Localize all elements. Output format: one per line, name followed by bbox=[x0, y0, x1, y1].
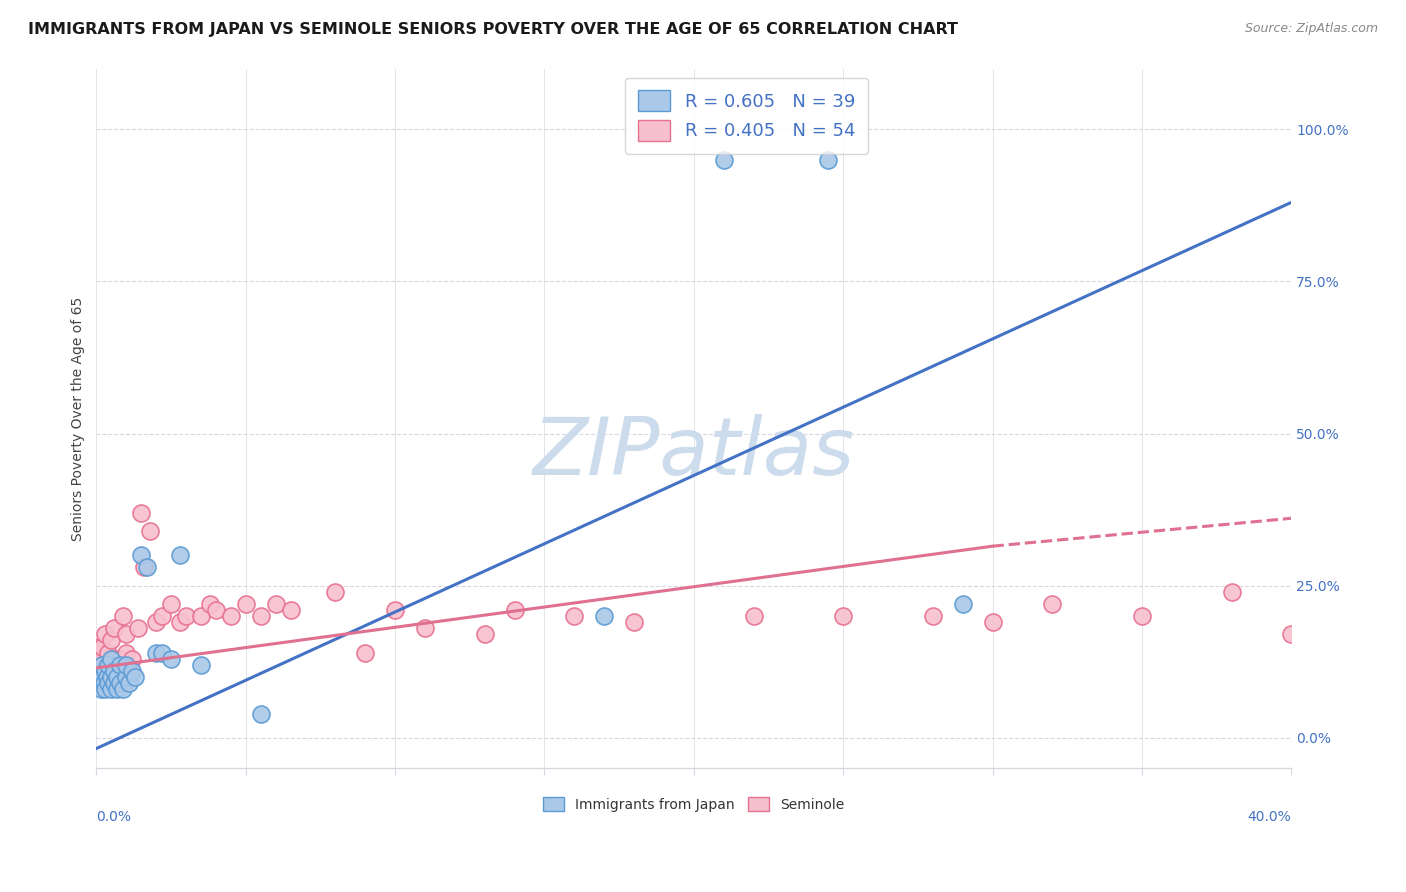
Point bbox=[1220, 584, 1243, 599]
Point bbox=[160, 597, 183, 611]
Point bbox=[115, 670, 138, 684]
Point bbox=[129, 506, 152, 520]
Text: 40.0%: 40.0% bbox=[1247, 810, 1291, 824]
Point bbox=[139, 524, 162, 538]
Point bbox=[325, 584, 347, 599]
Point bbox=[145, 615, 167, 630]
Point bbox=[112, 609, 135, 624]
Text: ZIPatlas: ZIPatlas bbox=[533, 415, 855, 492]
Point bbox=[121, 652, 143, 666]
Point bbox=[87, 676, 110, 690]
Point bbox=[174, 609, 197, 624]
Point bbox=[160, 652, 183, 666]
Point bbox=[190, 609, 212, 624]
Point bbox=[103, 652, 125, 666]
Point bbox=[1040, 597, 1063, 611]
Point bbox=[952, 597, 974, 611]
Point bbox=[413, 621, 436, 635]
Point bbox=[121, 664, 143, 678]
Point bbox=[832, 609, 855, 624]
Point bbox=[94, 682, 117, 697]
Point bbox=[105, 670, 128, 684]
Point bbox=[115, 627, 138, 641]
Point bbox=[921, 609, 943, 624]
Point bbox=[103, 664, 125, 678]
Point bbox=[235, 597, 257, 611]
Point bbox=[384, 603, 406, 617]
Point bbox=[87, 670, 110, 684]
Point bbox=[1130, 609, 1153, 624]
Point bbox=[89, 657, 111, 672]
Point bbox=[93, 676, 115, 690]
Point bbox=[118, 676, 141, 690]
Point bbox=[134, 560, 156, 574]
Point bbox=[94, 664, 117, 678]
Point bbox=[169, 615, 191, 630]
Point bbox=[150, 646, 173, 660]
Point bbox=[100, 633, 122, 648]
Y-axis label: Seniors Poverty Over the Age of 65: Seniors Poverty Over the Age of 65 bbox=[72, 296, 86, 541]
Point bbox=[90, 670, 112, 684]
Legend: Immigrants from Japan, Seminole: Immigrants from Japan, Seminole bbox=[537, 791, 851, 817]
Point bbox=[150, 609, 173, 624]
Point bbox=[136, 560, 159, 574]
Point bbox=[97, 670, 120, 684]
Point bbox=[264, 597, 287, 611]
Point bbox=[1340, 603, 1362, 617]
Point bbox=[91, 640, 114, 654]
Point bbox=[97, 646, 120, 660]
Point bbox=[105, 682, 128, 697]
Point bbox=[713, 153, 735, 167]
Point bbox=[354, 646, 377, 660]
Text: Source: ZipAtlas.com: Source: ZipAtlas.com bbox=[1244, 22, 1378, 36]
Point bbox=[198, 597, 221, 611]
Point bbox=[103, 621, 125, 635]
Point bbox=[89, 670, 111, 684]
Point bbox=[110, 652, 132, 666]
Point bbox=[110, 657, 132, 672]
Point bbox=[100, 657, 122, 672]
Point bbox=[742, 609, 765, 624]
Point bbox=[817, 153, 839, 167]
Point bbox=[100, 670, 122, 684]
Point bbox=[115, 646, 138, 660]
Point bbox=[110, 676, 132, 690]
Point bbox=[249, 706, 271, 721]
Point bbox=[91, 670, 114, 684]
Point bbox=[981, 615, 1004, 630]
Point bbox=[593, 609, 616, 624]
Point bbox=[562, 609, 585, 624]
Point bbox=[127, 621, 149, 635]
Point bbox=[97, 657, 120, 672]
Point bbox=[145, 646, 167, 660]
Point bbox=[89, 640, 111, 654]
Point bbox=[100, 652, 122, 666]
Point bbox=[1279, 627, 1302, 641]
Point bbox=[91, 652, 114, 666]
Point bbox=[91, 657, 114, 672]
Text: 0.0%: 0.0% bbox=[97, 810, 131, 824]
Text: IMMIGRANTS FROM JAPAN VS SEMINOLE SENIORS POVERTY OVER THE AGE OF 65 CORRELATION: IMMIGRANTS FROM JAPAN VS SEMINOLE SENIOR… bbox=[28, 22, 957, 37]
Point bbox=[474, 627, 496, 641]
Point bbox=[205, 603, 228, 617]
Point bbox=[94, 664, 117, 678]
Point bbox=[190, 657, 212, 672]
Point bbox=[280, 603, 302, 617]
Point bbox=[96, 670, 118, 684]
Point bbox=[623, 615, 645, 630]
Point bbox=[112, 682, 135, 697]
Point bbox=[249, 609, 271, 624]
Point bbox=[115, 657, 138, 672]
Point bbox=[169, 549, 191, 563]
Point bbox=[100, 682, 122, 697]
Point bbox=[124, 670, 146, 684]
Point bbox=[129, 549, 152, 563]
Point bbox=[219, 609, 242, 624]
Point bbox=[503, 603, 526, 617]
Point bbox=[105, 657, 128, 672]
Point bbox=[90, 682, 112, 697]
Point bbox=[103, 676, 125, 690]
Point bbox=[94, 627, 117, 641]
Point bbox=[97, 676, 120, 690]
